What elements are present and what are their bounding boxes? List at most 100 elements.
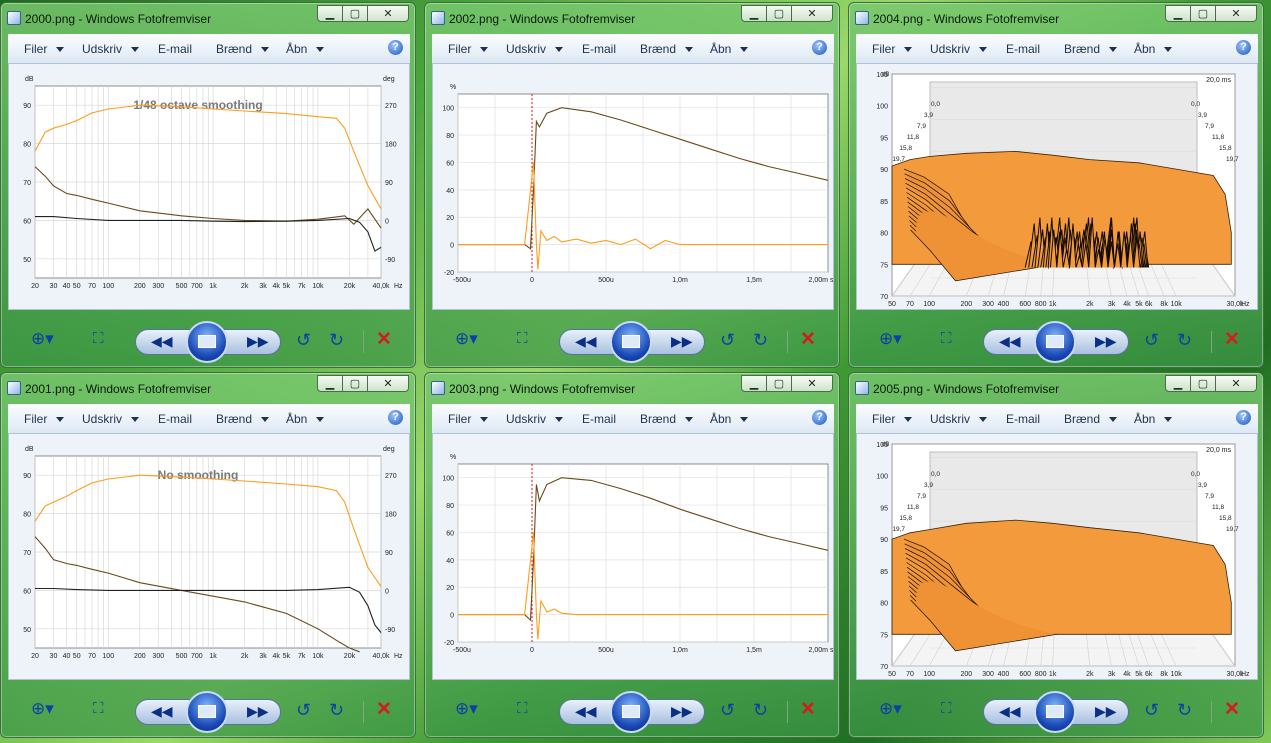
actual-size-icon[interactable]: ⛶ [941,700,952,717]
zoom-icon[interactable]: ⊕▾ [879,329,902,348]
minimize-button[interactable]: ▁ [1165,5,1191,22]
menu-item[interactable]: Filer [448,412,489,426]
rotate-right-icon[interactable]: ↻ [753,700,769,720]
delete-icon[interactable]: ✕ [1224,699,1240,720]
help-icon[interactable]: ? [388,410,403,425]
minimize-button[interactable]: ▁ [741,375,767,392]
zoom-icon[interactable]: ⊕▾ [31,699,54,718]
menu-item[interactable]: Åbn [1134,42,1173,56]
menu-item[interactable]: Udskriv [82,42,140,56]
maximize-button[interactable]: ▢ [766,375,792,392]
maximize-button[interactable]: ▢ [342,5,368,22]
previous-button[interactable]: ◀◀ [575,703,597,719]
next-button[interactable]: ▶▶ [247,703,269,719]
close-button[interactable]: ✕ [1215,375,1257,392]
delete-icon[interactable]: ✕ [1224,329,1240,350]
menu-item[interactable]: Brænd [640,412,694,426]
delete-icon[interactable]: ✕ [376,329,392,350]
menu-item[interactable]: E-mail [582,42,616,56]
menu-item[interactable]: Åbn [710,42,749,56]
rotate-left-icon[interactable]: ↺ [296,700,312,720]
slideshow-button[interactable] [610,691,652,733]
title-bar[interactable]: 2005.png - Windows Fotofremviser ▁ ▢ ✕ [849,373,1263,401]
previous-button[interactable]: ◀◀ [999,703,1021,719]
title-bar[interactable]: 2002.png - Windows Fotofremviser ▁ ▢ ✕ [425,3,839,31]
menu-item[interactable]: Åbn [286,42,325,56]
menu-item[interactable]: Brænd [216,412,270,426]
rotate-left-icon[interactable]: ↺ [720,330,736,350]
previous-button[interactable]: ◀◀ [151,703,173,719]
menu-item[interactable]: Udskriv [930,42,988,56]
title-bar[interactable]: 2000.png - Windows Fotofremviser ▁ ▢ ✕ [1,3,415,31]
maximize-button[interactable]: ▢ [342,375,368,392]
menu-item[interactable]: E-mail [158,412,192,426]
close-button[interactable]: ✕ [1215,5,1257,22]
actual-size-icon[interactable]: ⛶ [517,330,528,347]
slideshow-button[interactable] [186,321,228,363]
help-icon[interactable]: ? [1236,410,1251,425]
zoom-icon[interactable]: ⊕▾ [879,699,902,718]
rotate-right-icon[interactable]: ↻ [1177,700,1193,720]
menu-item[interactable]: Brænd [1064,42,1118,56]
rotate-left-icon[interactable]: ↺ [1144,700,1160,720]
slideshow-button[interactable] [610,321,652,363]
rotate-right-icon[interactable]: ↻ [753,330,769,350]
menu-item[interactable]: E-mail [1006,412,1040,426]
delete-icon[interactable]: ✕ [800,329,816,350]
maximize-button[interactable]: ▢ [1190,5,1216,22]
minimize-button[interactable]: ▁ [1165,375,1191,392]
rotate-left-icon[interactable]: ↺ [296,330,312,350]
actual-size-icon[interactable]: ⛶ [93,700,104,717]
rotate-left-icon[interactable]: ↺ [720,700,736,720]
menu-item[interactable]: Filer [872,412,913,426]
help-icon[interactable]: ? [1236,40,1251,55]
menu-item[interactable]: Åbn [1134,412,1173,426]
menu-item[interactable]: Brænd [216,42,270,56]
menu-item[interactable]: Åbn [286,412,325,426]
menu-item[interactable]: Brænd [640,42,694,56]
title-bar[interactable]: 2001.png - Windows Fotofremviser ▁ ▢ ✕ [1,373,415,401]
menu-item[interactable]: Åbn [710,412,749,426]
menu-item[interactable]: Udskriv [930,412,988,426]
menu-item[interactable]: Filer [24,412,65,426]
menu-item[interactable]: E-mail [158,42,192,56]
rotate-left-icon[interactable]: ↺ [1144,330,1160,350]
close-button[interactable]: ✕ [367,5,409,22]
menu-item[interactable]: Filer [24,42,65,56]
menu-item[interactable]: Udskriv [82,412,140,426]
zoom-icon[interactable]: ⊕▾ [455,699,478,718]
help-icon[interactable]: ? [812,40,827,55]
help-icon[interactable]: ? [388,40,403,55]
previous-button[interactable]: ◀◀ [999,333,1021,349]
title-bar[interactable]: 2004.png - Windows Fotofremviser ▁ ▢ ✕ [849,3,1263,31]
next-button[interactable]: ▶▶ [1095,703,1117,719]
actual-size-icon[interactable]: ⛶ [941,330,952,347]
minimize-button[interactable]: ▁ [317,375,343,392]
rotate-right-icon[interactable]: ↻ [329,330,345,350]
actual-size-icon[interactable]: ⛶ [93,330,104,347]
next-button[interactable]: ▶▶ [671,333,693,349]
close-button[interactable]: ✕ [367,375,409,392]
rotate-right-icon[interactable]: ↻ [329,700,345,720]
minimize-button[interactable]: ▁ [741,5,767,22]
menu-item[interactable]: Filer [872,42,913,56]
menu-item[interactable]: Udskriv [506,412,564,426]
zoom-icon[interactable]: ⊕▾ [455,329,478,348]
close-button[interactable]: ✕ [791,375,833,392]
previous-button[interactable]: ◀◀ [575,333,597,349]
next-button[interactable]: ▶▶ [247,333,269,349]
menu-item[interactable]: Udskriv [506,42,564,56]
zoom-icon[interactable]: ⊕▾ [31,329,54,348]
title-bar[interactable]: 2003.png - Windows Fotofremviser ▁ ▢ ✕ [425,373,839,401]
maximize-button[interactable]: ▢ [766,5,792,22]
slideshow-button[interactable] [1034,321,1076,363]
delete-icon[interactable]: ✕ [800,699,816,720]
slideshow-button[interactable] [186,691,228,733]
delete-icon[interactable]: ✕ [376,699,392,720]
menu-item[interactable]: Filer [448,42,489,56]
actual-size-icon[interactable]: ⛶ [517,700,528,717]
menu-item[interactable]: E-mail [582,412,616,426]
minimize-button[interactable]: ▁ [317,5,343,22]
next-button[interactable]: ▶▶ [671,703,693,719]
next-button[interactable]: ▶▶ [1095,333,1117,349]
